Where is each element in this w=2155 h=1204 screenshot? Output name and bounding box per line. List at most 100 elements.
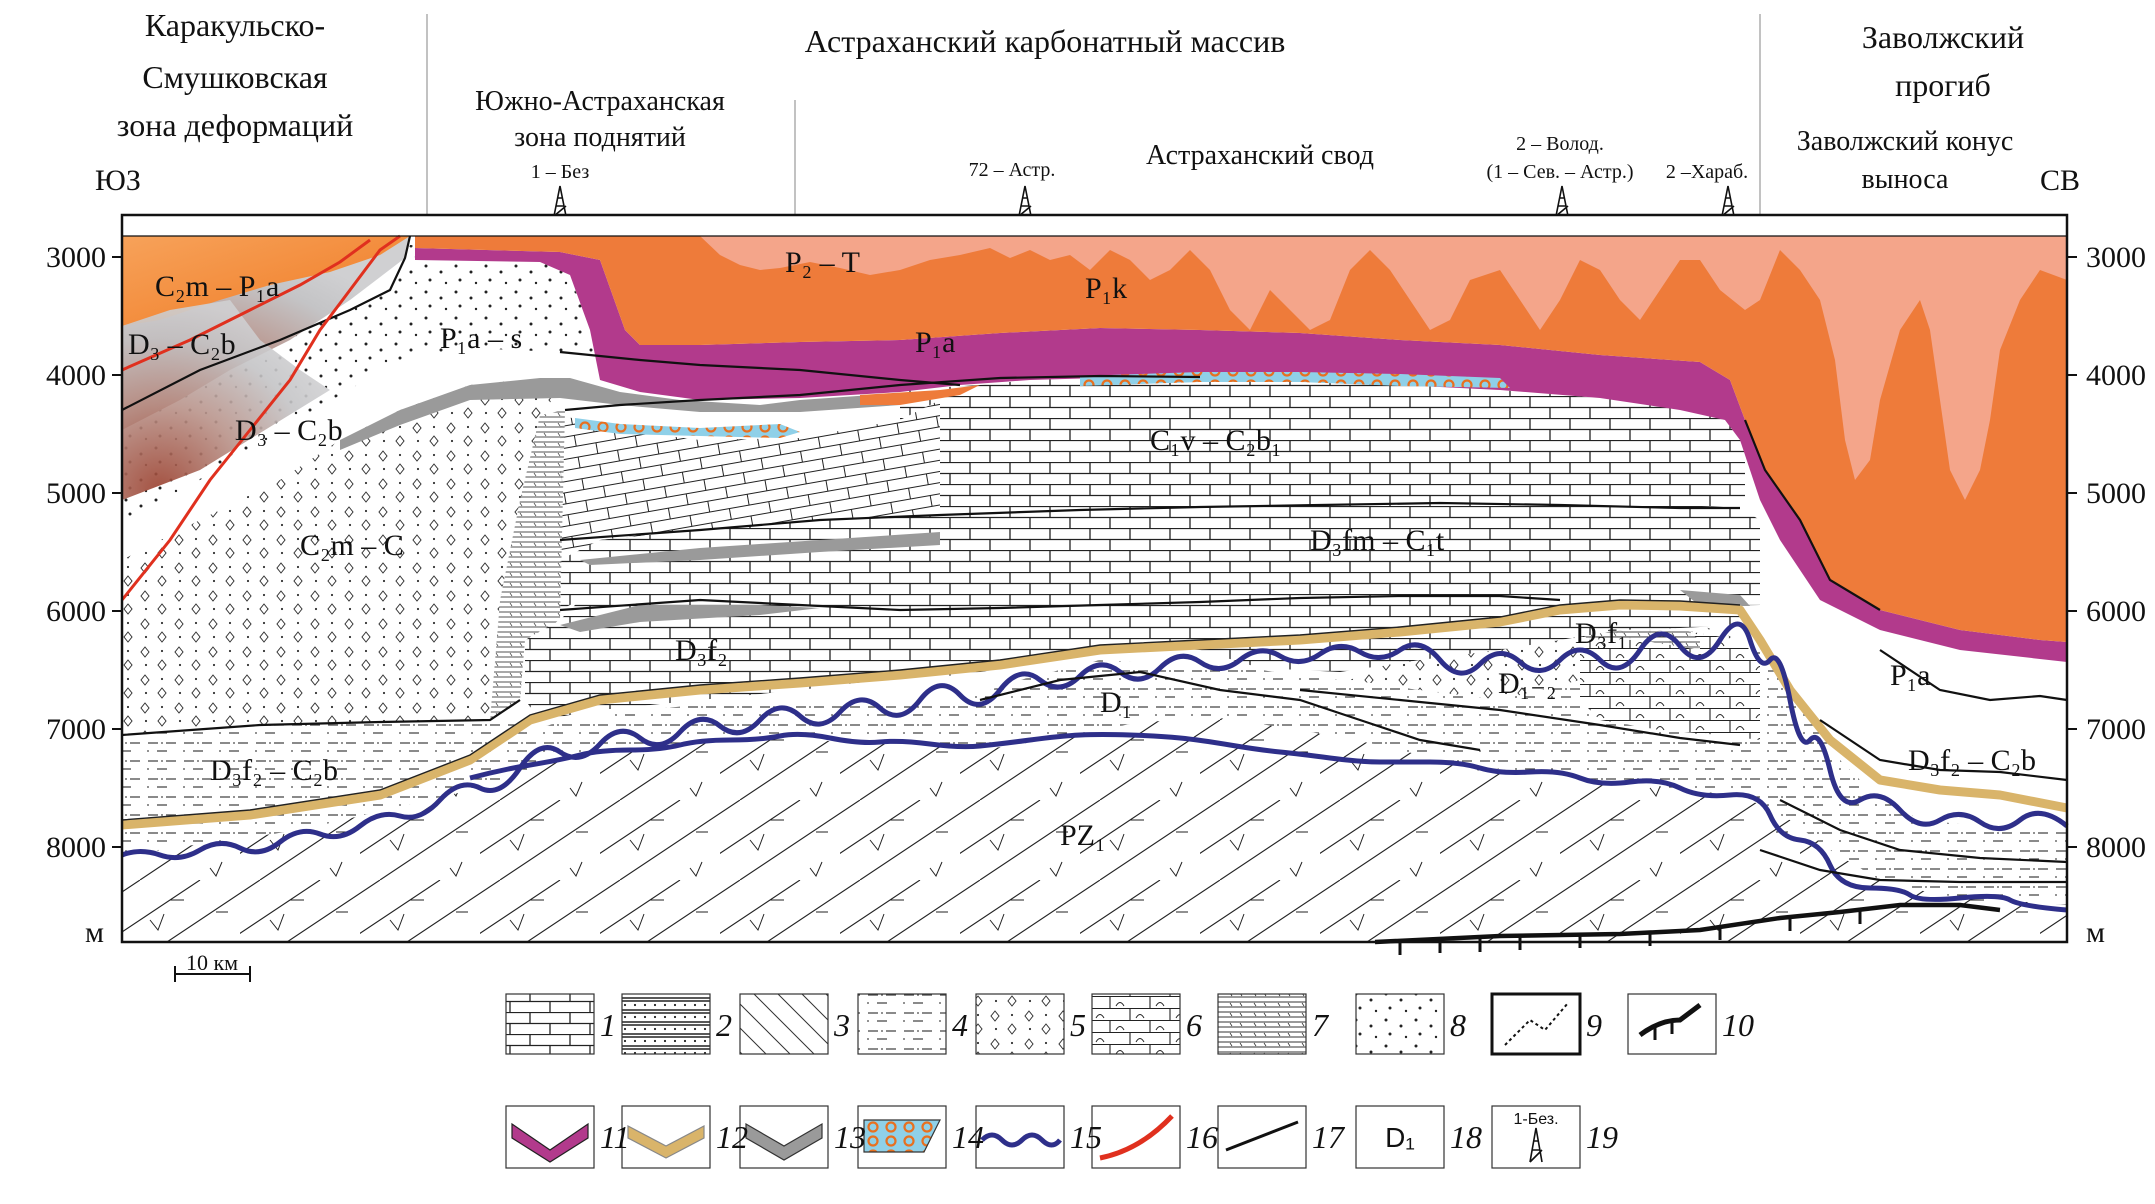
unit-grey-lens-2: [560, 605, 820, 632]
blue-unconformity-upper: [121, 621, 2069, 861]
depth-tick-label: 7000: [2086, 713, 2146, 746]
unit-buildup-margin-left: [490, 410, 565, 720]
unit-c2m-c: [122, 378, 560, 735]
label-d3f2: D₃f₂: [675, 634, 728, 667]
legend-num: 3: [833, 1007, 850, 1043]
legend-well-text: 1-Без.: [1513, 1111, 1558, 1128]
legend-num: 4: [952, 1007, 968, 1043]
legend-swatch-banded: [621, 993, 711, 1055]
legend-num: 19: [1586, 1119, 1618, 1155]
legend-swatch-age-index: [1355, 1105, 1445, 1169]
depth-unit-left: м: [85, 916, 104, 949]
well-derrick-icon: [553, 185, 1735, 217]
legend-swatch-dolomite: [1091, 993, 1181, 1055]
unit-p1k: [415, 236, 2067, 642]
legend-swatch-red-fault: [1099, 1114, 1174, 1161]
unit-d3f2-c2b-left: [122, 720, 530, 820]
section-body: [120, 213, 2069, 955]
depth-tick-label: 4000: [46, 359, 106, 392]
tan-marker-line: [121, 600, 2068, 830]
unit-grey-lens-1: [580, 532, 940, 565]
subzone-cone-1: Заволжский конус: [1797, 126, 2014, 157]
zone-title-right-1: Заволжский: [1862, 19, 2024, 55]
well-label-astr: 72 – Астр.: [969, 159, 1056, 181]
subzone-south-1: Южно-Астраханская: [475, 86, 725, 117]
label-d3-c2b-a: D₃ – C₂b: [128, 328, 236, 361]
zone-title-middle: Астраханский карбонатный массив: [805, 23, 1286, 59]
legend-num: 17: [1312, 1119, 1346, 1155]
depth-tick-label: 6000: [2086, 595, 2146, 628]
unit-grey-top-left: [340, 378, 900, 450]
depth-tick-label: 4000: [2086, 359, 2146, 392]
legend-swatch-conglomerate: [863, 1119, 941, 1153]
well-derrick-icon: [1529, 1127, 1543, 1163]
legend-num: 14: [952, 1119, 984, 1155]
label-d3f2-c2b-left: D₃f₂ – C₂b: [210, 754, 338, 787]
legend-swatch-well: [1491, 1105, 1581, 1169]
unit-pz1: [122, 718, 2067, 942]
label-c1v-c2b1: C₁v – C₂b₁: [1150, 424, 1281, 457]
label-d3f1: D₃f₁: [1575, 617, 1628, 650]
depth-tick-label: 5000: [46, 477, 106, 510]
legend-swatch-shale: [857, 993, 947, 1055]
unit-d1: [122, 650, 2067, 905]
label-p1k: P₁k: [1085, 272, 1127, 305]
wells: 1 – Без 72 – Астр. 2 – Волод. (1 – Сев. …: [531, 133, 1748, 217]
zone-title-left-3: зона деформаций: [117, 107, 354, 143]
legend-swatch-tan: [627, 1125, 705, 1159]
legend-num: 8: [1450, 1007, 1466, 1043]
label-p1a-right: P₁a: [1890, 659, 1930, 692]
legend-num: 6: [1186, 1007, 1202, 1043]
legend-swatch-thrust: [1627, 993, 1717, 1055]
label-d3fm-c1t: D₃fm – C₁t: [1310, 524, 1445, 557]
legend-swatch-diamonds: [975, 993, 1065, 1055]
well-label-volod-2: (1 – Сев. – Астр.): [1486, 161, 1633, 183]
depth-axis-right: 3000 4000 5000 6000 7000 8000 м: [2086, 241, 2146, 949]
unit-labels: C₂m – P₁a D₃ – C₂b D₃ – C₂b P₁a – s C₂m …: [128, 246, 2036, 852]
legend-num: 13: [834, 1119, 866, 1155]
label-d1: D₁: [1100, 686, 1132, 719]
legend-num: 15: [1070, 1119, 1102, 1155]
zone-title-left-1: Каракульско-: [145, 7, 325, 43]
label-d3-c2b-b: D₃ – C₂b: [235, 414, 343, 447]
legend-swatch-contour: [1225, 1120, 1299, 1152]
legend-swatch-magenta: [511, 1122, 589, 1163]
label-c2m-p1a: C₂m – P₁a: [155, 270, 279, 303]
legend-num: 12: [716, 1119, 748, 1155]
depth-tick-label: 7000: [46, 713, 106, 746]
contour-lines: [121, 235, 2068, 884]
direction-ne: СВ: [2040, 164, 2080, 197]
legend-num: 18: [1450, 1119, 1482, 1155]
depth-tick-label: 5000: [2086, 477, 2146, 510]
legend-num: 7: [1312, 1007, 1330, 1043]
thrust-base-right: [1374, 902, 2001, 945]
well-label-volod-1: 2 – Волод.: [1516, 133, 1604, 155]
well-label-harab: 2 –Хараб.: [1666, 161, 1748, 183]
scale-bar: 10 км: [174, 950, 251, 982]
depth-tick-label: 3000: [46, 241, 106, 274]
legend-swatch-laminated: [1217, 993, 1307, 1055]
label-p1a-s: P₁a – s: [440, 322, 522, 355]
unit-p1a-magenta: [415, 248, 2067, 662]
unit-conglomerate-left: [575, 418, 800, 438]
label-c2m-c: C₂m – C: [300, 529, 404, 562]
header-dividers: [426, 14, 1761, 215]
direction-sw: ЮЗ: [95, 164, 141, 197]
legend-num: 16: [1186, 1119, 1218, 1155]
depth-tick-label: 3000: [2086, 241, 2146, 274]
legend-num: 2: [716, 1007, 732, 1043]
legend-row-1: [505, 992, 1717, 1056]
unit-p2-t: [700, 236, 2067, 500]
label-pz1: PZ₁: [1060, 819, 1105, 852]
header: Каракульско- Смушковская зона деформаций…: [95, 7, 2080, 197]
legend-num: 1: [600, 1007, 616, 1043]
legend-swatch-sand: [1355, 993, 1445, 1055]
depth-tick-label: 8000: [2086, 831, 2146, 864]
depth-tick-label: 6000: [46, 595, 106, 628]
depth-unit-right: м: [2086, 916, 2105, 949]
section-frame: [120, 213, 2069, 944]
legend-num: 10: [1722, 1007, 1754, 1043]
subzone-arch: Астраханский свод: [1146, 140, 1374, 171]
subzone-cone-2: выноса: [1862, 164, 1949, 195]
legend-swatch-diagonal: [739, 993, 829, 1055]
